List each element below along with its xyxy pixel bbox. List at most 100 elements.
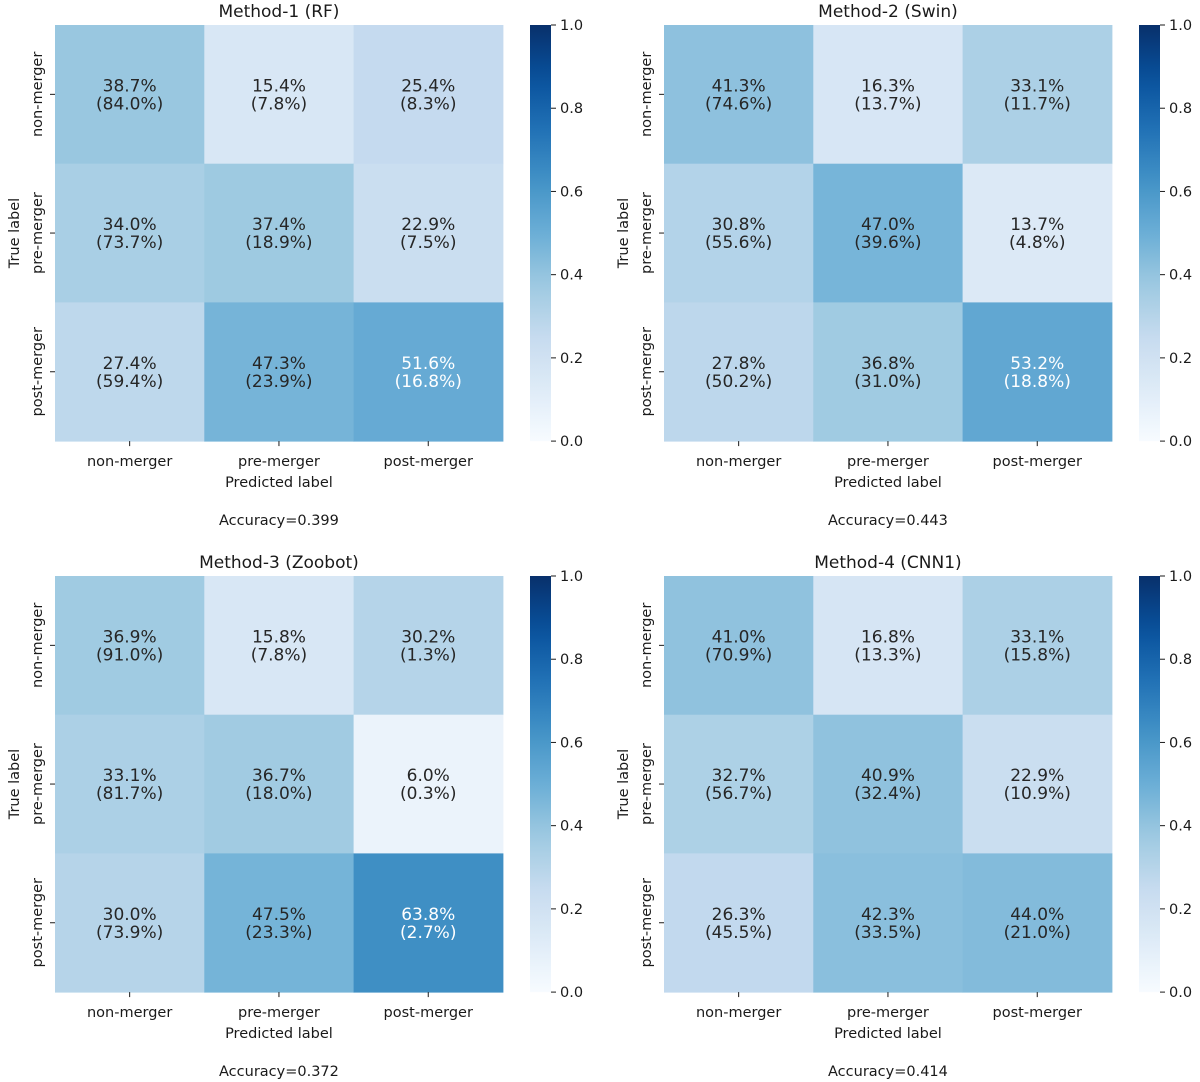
colorbar-tick-label: 0.6	[1169, 735, 1192, 751]
heatmap-cell	[962, 302, 1113, 442]
x-tick-label: non-merger	[87, 1005, 172, 1021]
cell-label: 15.8%	[252, 627, 306, 647]
cell-sublabel: (21.0%)	[1004, 923, 1071, 943]
heatmap-cell	[353, 163, 504, 303]
colorbar-tick-label: 0.4	[560, 819, 583, 835]
colorbar-tick-label: 1.0	[560, 569, 583, 585]
colorbar-tick-label: 1.0	[1169, 569, 1192, 585]
y-tick-label: non-merger	[639, 603, 655, 688]
cell-sublabel: (31.0%)	[854, 372, 921, 392]
y-tick-label: post-merger	[639, 327, 655, 416]
cell-sublabel: (13.7%)	[854, 94, 921, 114]
heatmap-cell	[55, 25, 205, 165]
cell-sublabel: (8.3%)	[400, 94, 456, 114]
colorbar	[530, 25, 551, 442]
heatmap-panel-3: Method-3 (Zoobot) 36.9%(91.0%) 15.8%(7.8%)…	[7, 553, 583, 1080]
cell-sublabel: (70.9%)	[705, 645, 772, 665]
heatmap-cell	[353, 302, 504, 442]
x-axis-label: Predicted label	[225, 475, 333, 491]
heatmap-cell	[813, 163, 964, 303]
heatmap-cell	[204, 576, 355, 716]
heatmap-cell	[962, 714, 1113, 854]
colorbar-tick-label: 0.6	[560, 735, 583, 751]
heatmap-cell	[813, 302, 964, 442]
heatmap-cell	[813, 853, 964, 993]
cell-label: 27.4%	[103, 354, 157, 374]
heatmap-cell	[204, 714, 355, 854]
cell-label: 15.4%	[252, 76, 306, 96]
cell-label: 36.9%	[103, 627, 157, 647]
y-axis-label: True label	[7, 198, 23, 269]
cell-label: 25.4%	[401, 76, 455, 96]
cell-sublabel: (18.8%)	[1004, 372, 1071, 392]
colorbar-tick-label: 0.4	[560, 268, 583, 284]
colorbar-tick-label: 0.2	[560, 351, 583, 367]
heatmap-cell	[664, 25, 814, 165]
colorbar-tick-label: 0.0	[560, 985, 583, 1001]
heatmap-cell	[204, 302, 355, 442]
cell-label: 42.3%	[861, 905, 915, 925]
cell-sublabel: (32.4%)	[854, 784, 921, 804]
x-axis-label: Predicted label	[834, 475, 942, 491]
heatmap-cell	[962, 163, 1113, 303]
cell-sublabel: (73.9%)	[96, 923, 163, 943]
heatmap-cell	[55, 714, 205, 854]
y-axis-label: True label	[7, 749, 23, 820]
cell-label: 33.1%	[103, 766, 157, 786]
cell-label: 16.8%	[861, 627, 915, 647]
cell-label: 22.9%	[401, 215, 455, 235]
cell-label: 51.6%	[401, 354, 455, 374]
cell-label: 16.3%	[861, 76, 915, 96]
panel-title: Method-1 (RF)	[218, 2, 339, 22]
y-tick-label: non-merger	[30, 52, 46, 137]
cell-label: 32.7%	[712, 766, 766, 786]
colorbar-tick-label: 0.8	[560, 101, 583, 117]
cell-sublabel: (1.3%)	[400, 645, 456, 665]
cell-label: 41.0%	[712, 627, 766, 647]
colorbar-tick-label: 1.0	[1169, 18, 1192, 34]
heatmap-cell	[353, 576, 504, 716]
cell-sublabel: (11.7%)	[1004, 94, 1071, 114]
cell-label: 13.7%	[1010, 215, 1064, 235]
heatmap-cell	[664, 302, 814, 442]
cell-label: 30.8%	[712, 215, 766, 235]
cell-sublabel: (18.9%)	[245, 233, 312, 253]
cell-sublabel: (55.6%)	[705, 233, 772, 253]
cell-label: 37.4%	[252, 215, 306, 235]
cell-sublabel: (4.8%)	[1009, 233, 1065, 253]
cell-label: 47.0%	[861, 215, 915, 235]
cell-sublabel: (56.7%)	[705, 784, 772, 804]
heatmap-cell	[962, 576, 1113, 716]
cell-sublabel: (15.8%)	[1004, 645, 1071, 665]
heatmap-cell	[813, 25, 964, 165]
cell-sublabel: (7.5%)	[400, 233, 456, 253]
cell-label: 44.0%	[1010, 905, 1064, 925]
cell-sublabel: (18.0%)	[245, 784, 312, 804]
heatmap-cell	[962, 853, 1113, 993]
x-tick-label: post-merger	[993, 454, 1082, 470]
colorbar-tick-label: 1.0	[560, 18, 583, 34]
x-tick-label: pre-merger	[238, 1005, 320, 1021]
x-tick-label: non-merger	[696, 1005, 781, 1021]
cell-sublabel: (50.2%)	[705, 372, 772, 392]
cell-sublabel: (81.7%)	[96, 784, 163, 804]
colorbar-tick-label: 0.8	[1169, 652, 1192, 668]
heatmap-cell	[353, 853, 504, 993]
colorbar-tick-label: 0.8	[1169, 101, 1192, 117]
heatmap-cell	[55, 163, 205, 303]
x-tick-label: pre-merger	[847, 1005, 929, 1021]
colorbar-tick-label: 0.0	[560, 434, 583, 450]
colorbar-tick-label: 0.8	[560, 652, 583, 668]
colorbar-tick-label: 0.0	[1169, 434, 1192, 450]
cell-label: 47.5%	[252, 905, 306, 925]
y-tick-label: post-merger	[30, 878, 46, 967]
cell-label: 36.8%	[861, 354, 915, 374]
x-tick-label: non-merger	[87, 454, 172, 470]
heatmap-cell	[664, 714, 814, 854]
accuracy-label: Accuracy=0.399	[219, 513, 339, 529]
cell-sublabel: (84.0%)	[96, 94, 163, 114]
colorbar-tick-label: 0.6	[560, 184, 583, 200]
cell-label: 38.7%	[103, 76, 157, 96]
heatmap-cell	[204, 25, 355, 165]
cell-sublabel: (13.3%)	[854, 645, 921, 665]
